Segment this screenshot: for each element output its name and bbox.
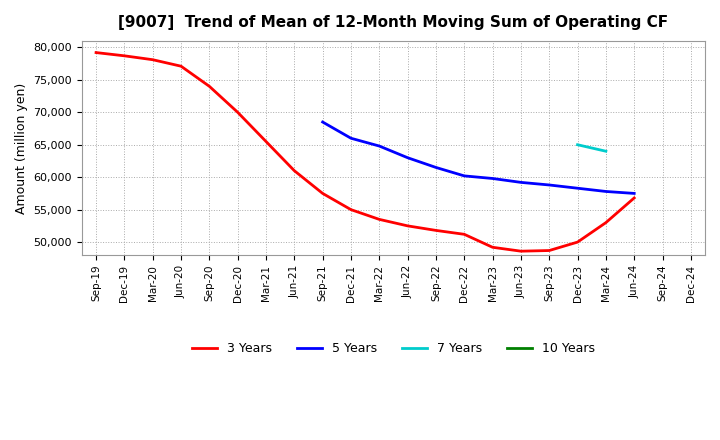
Title: [9007]  Trend of Mean of 12-Month Moving Sum of Operating CF: [9007] Trend of Mean of 12-Month Moving … <box>118 15 668 30</box>
Y-axis label: Amount (million yen): Amount (million yen) <box>15 82 28 213</box>
Legend: 3 Years, 5 Years, 7 Years, 10 Years: 3 Years, 5 Years, 7 Years, 10 Years <box>186 337 600 360</box>
